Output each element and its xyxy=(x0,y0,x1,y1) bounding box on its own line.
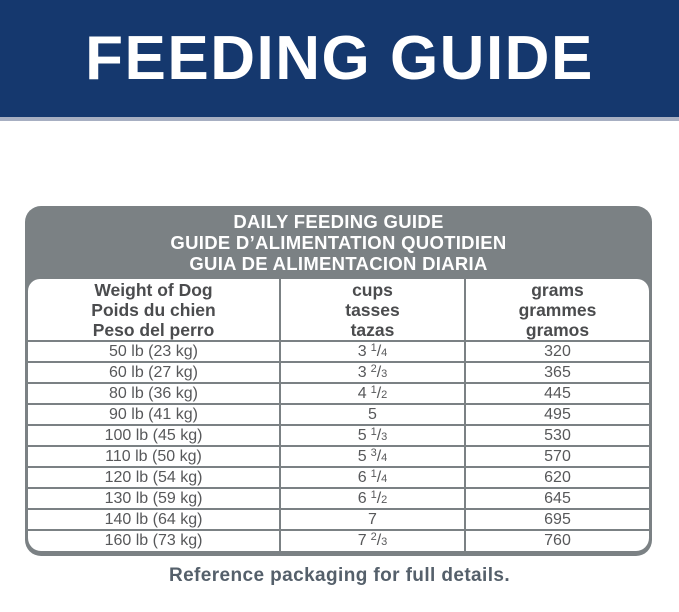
table-row: 110 lb (50 kg) 5 3/4 570 xyxy=(28,445,649,468)
col-cups-es: tazas xyxy=(350,319,395,340)
weight-cell: 130 lb (59 kg) xyxy=(28,487,281,510)
weight-cell: 50 lb (23 kg) xyxy=(28,340,281,363)
footer-note: Reference packaging for full details. xyxy=(168,565,511,586)
table-body: 50 lb (23 kg) 3 1/4 320 60 lb (27 kg) 3 2/… xyxy=(28,340,649,551)
table-row: 60 lb (27 kg) 3 2/3 365 xyxy=(28,361,649,384)
cups-cell: 6 1/2 xyxy=(279,487,466,510)
weight-cell: 90 lb (41 kg) xyxy=(28,403,281,426)
cups-fraction: 1/2 xyxy=(370,383,388,402)
table-title-es: GUIA DE ALIMENTACION DIARIA xyxy=(189,253,488,274)
column-header-grams: grams grammes gramos xyxy=(464,279,649,342)
col-grams-fr: grammes xyxy=(518,299,597,320)
table-grid: Weight of Dog Poids du chien Peso del pe… xyxy=(28,279,649,551)
weight-cell: 160 lb (73 kg) xyxy=(28,529,281,551)
cups-cell: 3 2/3 xyxy=(279,361,466,384)
cups-cell: 7 xyxy=(279,508,466,531)
cups-cell: 4 1/2 xyxy=(279,382,466,405)
table-row: 130 lb (59 kg) 6 1/2 645 xyxy=(28,487,649,510)
cups-cell: 6 1/4 xyxy=(279,466,466,489)
column-header-weight: Weight of Dog Poids du chien Peso del pe… xyxy=(28,279,281,342)
cups-cell: 7 2/3 xyxy=(279,529,466,551)
table-row: 80 lb (36 kg) 4 1/2 445 xyxy=(28,382,649,405)
cups-fraction: 1/4 xyxy=(370,467,388,486)
col-weight-es: Peso del perro xyxy=(92,319,215,340)
grams-cell: 320 xyxy=(464,340,649,363)
feeding-guide-banner: FEEDING GUIDE xyxy=(0,0,679,121)
banner-title: FEEDING GUIDE xyxy=(85,24,594,93)
grams-cell: 530 xyxy=(464,424,649,447)
cups-fraction: 1/3 xyxy=(370,425,388,444)
cups-fraction: 3/4 xyxy=(370,446,388,465)
grams-cell: 365 xyxy=(464,361,649,384)
cups-fraction: 2/3 xyxy=(370,362,388,381)
weight-cell: 60 lb (27 kg) xyxy=(28,361,281,384)
cups-cell: 5 xyxy=(279,403,466,426)
table-row: 140 lb (64 kg) 7 695 xyxy=(28,508,649,531)
table-row: 160 lb (73 kg) 7 2/3 760 xyxy=(28,529,649,551)
weight-cell: 120 lb (54 kg) xyxy=(28,466,281,489)
col-cups-fr: tasses xyxy=(345,299,400,320)
col-cups-en: cups xyxy=(352,279,393,300)
col-grams-es: gramos xyxy=(525,319,590,340)
grams-cell: 645 xyxy=(464,487,649,510)
table-title-fr: GUIDE D’ALIMENTATION QUOTIDIEN xyxy=(170,232,507,253)
feeding-data-table: Weight of Dog Poids du chien Peso del pe… xyxy=(28,279,649,551)
weight-cell: 110 lb (50 kg) xyxy=(28,445,281,468)
table-row: 100 lb (45 kg) 5 1/3 530 xyxy=(28,424,649,447)
daily-feeding-table: DAILY FEEDING GUIDE GUIDE D’ALIMENTATION… xyxy=(25,206,652,556)
grams-cell: 495 xyxy=(464,403,649,426)
cups-fraction: 1/2 xyxy=(370,488,388,507)
column-header-row: Weight of Dog Poids du chien Peso del pe… xyxy=(28,279,649,342)
grams-cell: 570 xyxy=(464,445,649,468)
grams-cell: 695 xyxy=(464,508,649,531)
grams-cell: 620 xyxy=(464,466,649,489)
table-title-en: DAILY FEEDING GUIDE xyxy=(233,211,444,232)
col-weight-fr: Poids du chien xyxy=(91,299,216,320)
cups-cell: 5 3/4 xyxy=(279,445,466,468)
table-title-band: DAILY FEEDING GUIDE GUIDE D’ALIMENTATION… xyxy=(28,206,649,279)
grams-cell: 760 xyxy=(464,529,649,551)
table-row: 90 lb (41 kg) 5 495 xyxy=(28,403,649,426)
cups-fraction: 2/3 xyxy=(370,531,388,549)
column-header-cups: cups tasses tazas xyxy=(279,279,466,342)
grams-cell: 445 xyxy=(464,382,649,405)
weight-cell: 140 lb (64 kg) xyxy=(28,508,281,531)
table-row: 50 lb (23 kg) 3 1/4 320 xyxy=(28,340,649,363)
cups-cell: 3 1/4 xyxy=(279,340,466,363)
weight-cell: 100 lb (45 kg) xyxy=(28,424,281,447)
table-row: 120 lb (54 kg) 6 1/4 620 xyxy=(28,466,649,489)
cups-fraction: 1/4 xyxy=(370,341,388,360)
cups-cell: 5 1/3 xyxy=(279,424,466,447)
col-grams-en: grams xyxy=(531,279,584,300)
weight-cell: 80 lb (36 kg) xyxy=(28,382,281,405)
col-weight-en: Weight of Dog xyxy=(94,279,213,300)
